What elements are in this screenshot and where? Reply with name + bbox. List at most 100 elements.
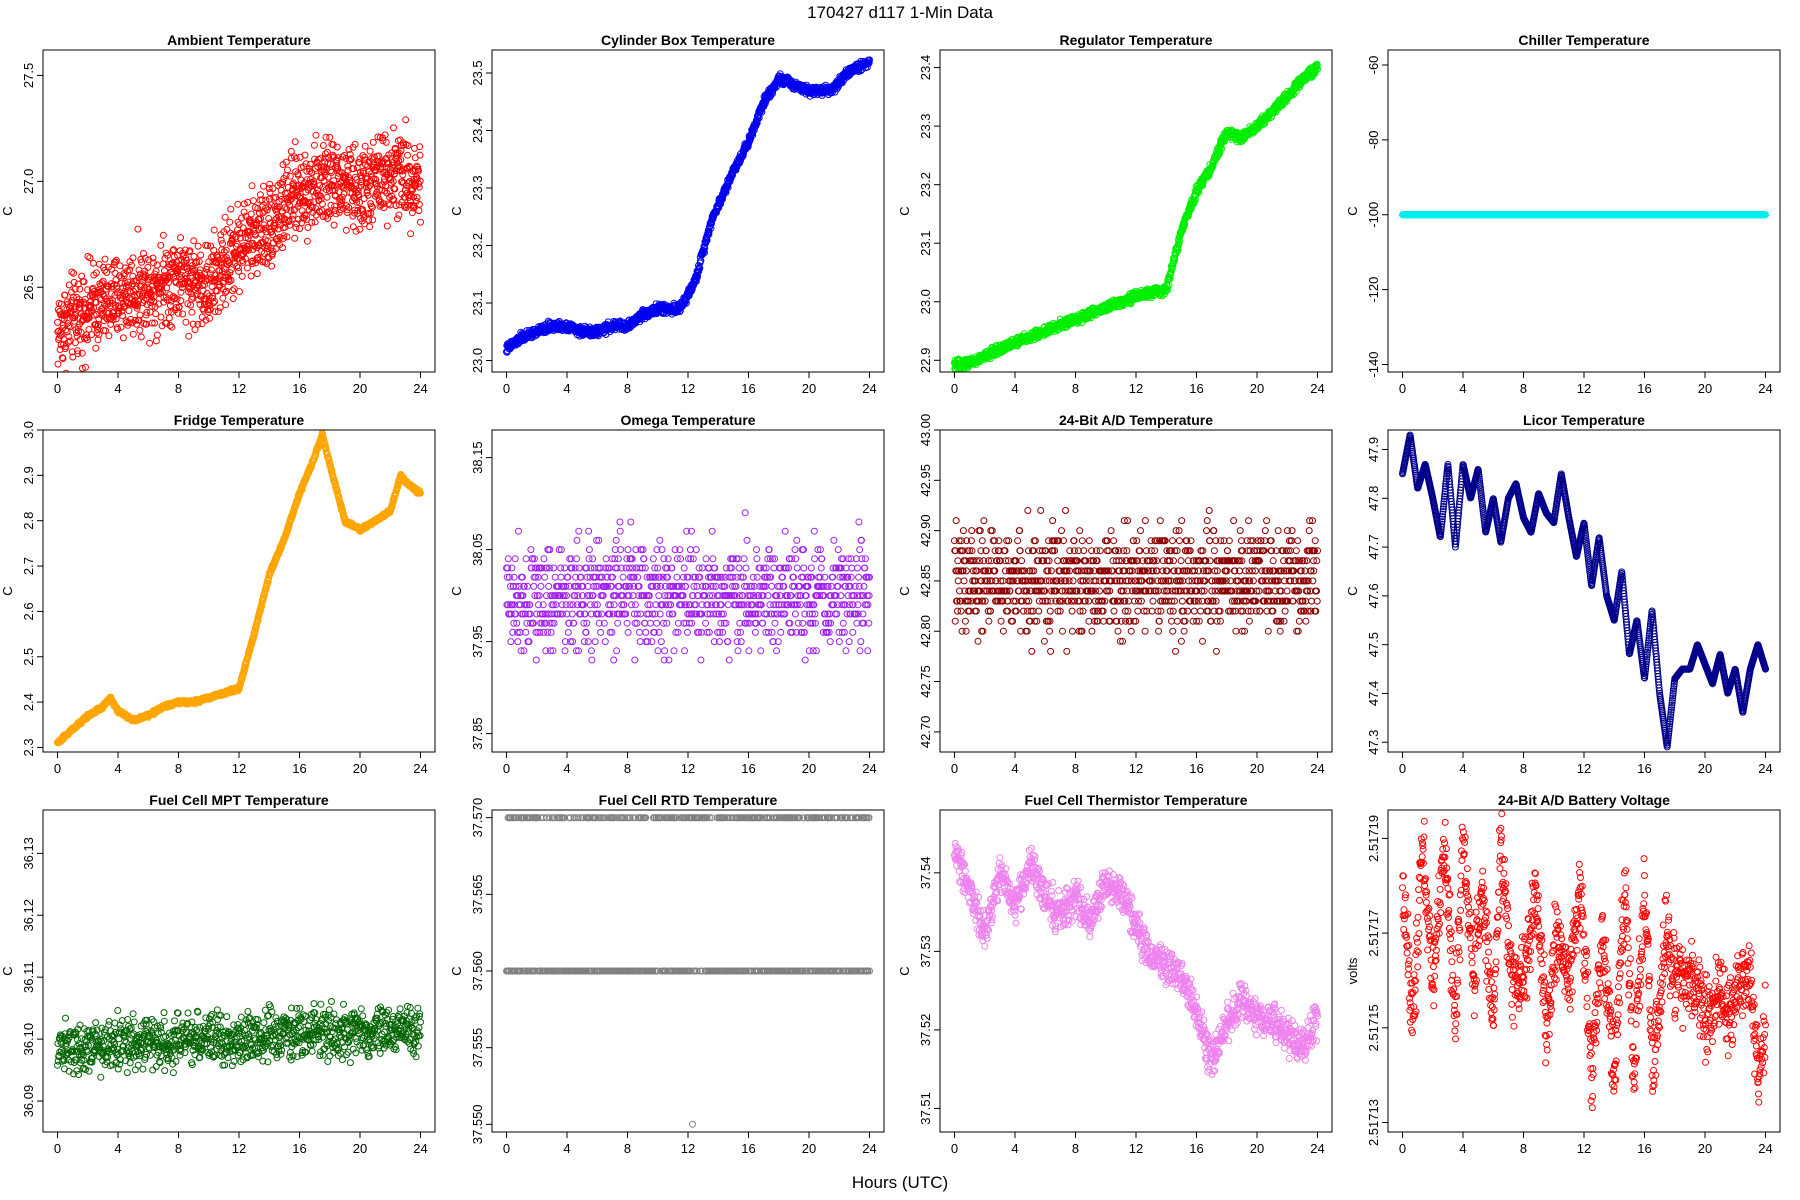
data-point xyxy=(188,308,196,316)
data-point xyxy=(366,147,374,155)
data-point xyxy=(327,201,335,209)
data-point xyxy=(715,204,723,212)
data-point xyxy=(265,185,273,192)
data-point xyxy=(359,152,367,160)
data-point xyxy=(283,233,291,241)
data-point xyxy=(344,173,352,181)
data-point xyxy=(219,240,226,248)
data-point xyxy=(243,264,251,272)
data-point xyxy=(102,302,110,310)
data-point xyxy=(78,364,86,372)
data-point xyxy=(361,153,369,161)
data-point xyxy=(319,213,327,220)
data-point xyxy=(180,280,188,287)
data-point xyxy=(86,254,94,262)
data-point xyxy=(56,332,64,339)
data-point xyxy=(414,167,422,175)
data-point xyxy=(157,313,165,321)
data-point xyxy=(89,259,97,267)
data-point xyxy=(865,59,873,67)
data-point xyxy=(65,333,73,341)
data-point xyxy=(221,213,229,221)
panel-title: Regulator Temperature xyxy=(1060,32,1213,48)
data-point xyxy=(326,133,334,141)
data-point xyxy=(209,299,217,307)
data-point xyxy=(331,206,339,214)
data-point xyxy=(248,260,256,267)
data-point xyxy=(240,200,248,208)
data-point xyxy=(291,234,299,242)
panel-title: Ambient Temperature xyxy=(167,32,311,48)
data-point xyxy=(253,270,261,278)
data-point xyxy=(1205,172,1213,180)
data-point xyxy=(407,230,415,238)
data-point xyxy=(190,253,198,260)
x-tick-label: 4 xyxy=(1011,381,1018,396)
data-point xyxy=(227,205,235,213)
x-tick-label: 8 xyxy=(175,381,182,396)
data-point xyxy=(233,240,241,248)
data-point xyxy=(54,318,61,326)
panel-title: Cylinder Box Temperature xyxy=(601,32,775,48)
data-point xyxy=(330,182,338,190)
data-point xyxy=(292,155,300,162)
data-point xyxy=(92,299,100,306)
data-point xyxy=(129,254,137,262)
data-point xyxy=(65,322,73,330)
data-point xyxy=(93,329,101,337)
data-point xyxy=(1175,240,1183,248)
data-point xyxy=(397,156,405,164)
data-point xyxy=(139,249,147,257)
data-point xyxy=(314,163,322,170)
data-point xyxy=(390,196,398,204)
data-point xyxy=(335,169,343,177)
data-point xyxy=(84,252,92,260)
data-point xyxy=(265,215,273,222)
data-point xyxy=(343,202,350,210)
data-point xyxy=(287,147,295,155)
data-point xyxy=(99,277,107,285)
data-point xyxy=(241,255,249,263)
data-point xyxy=(1174,236,1182,244)
data-series xyxy=(1399,211,1769,219)
data-point xyxy=(193,258,201,266)
data-point xyxy=(270,224,278,232)
data-point xyxy=(201,281,209,288)
x-tick-label: 24 xyxy=(862,381,876,396)
data-point xyxy=(308,218,316,226)
data-point xyxy=(61,291,69,299)
x-tick-label: 24 xyxy=(1310,381,1324,396)
data-point xyxy=(863,63,871,71)
data-point xyxy=(194,320,202,328)
data-point xyxy=(83,336,91,344)
data-point xyxy=(151,319,159,327)
data-point xyxy=(221,288,229,296)
data-point xyxy=(129,330,137,338)
data-point xyxy=(120,303,128,311)
data-point xyxy=(298,207,306,215)
data-point xyxy=(290,206,298,214)
data-point xyxy=(223,225,231,233)
common-x-axis-label: Hours (UTC) xyxy=(852,1173,948,1192)
data-point xyxy=(136,326,144,334)
y-axis-label: C xyxy=(897,206,912,215)
data-point xyxy=(157,289,164,297)
data-point xyxy=(266,180,274,188)
data-point xyxy=(197,251,205,259)
data-point xyxy=(133,304,141,312)
data-point xyxy=(417,218,424,226)
data-point xyxy=(211,297,219,305)
data-series xyxy=(54,116,424,372)
data-point xyxy=(181,246,189,254)
data-point xyxy=(301,151,309,159)
data-point xyxy=(58,354,66,362)
data-point xyxy=(302,212,310,220)
data-point xyxy=(391,185,399,193)
y-tick-label: 23.2 xyxy=(918,172,933,197)
data-point xyxy=(217,258,225,266)
y-tick-label: 27.5 xyxy=(21,63,36,88)
data-point xyxy=(133,302,141,310)
data-point xyxy=(210,226,218,234)
data-point xyxy=(306,167,314,175)
data-point xyxy=(364,183,372,191)
